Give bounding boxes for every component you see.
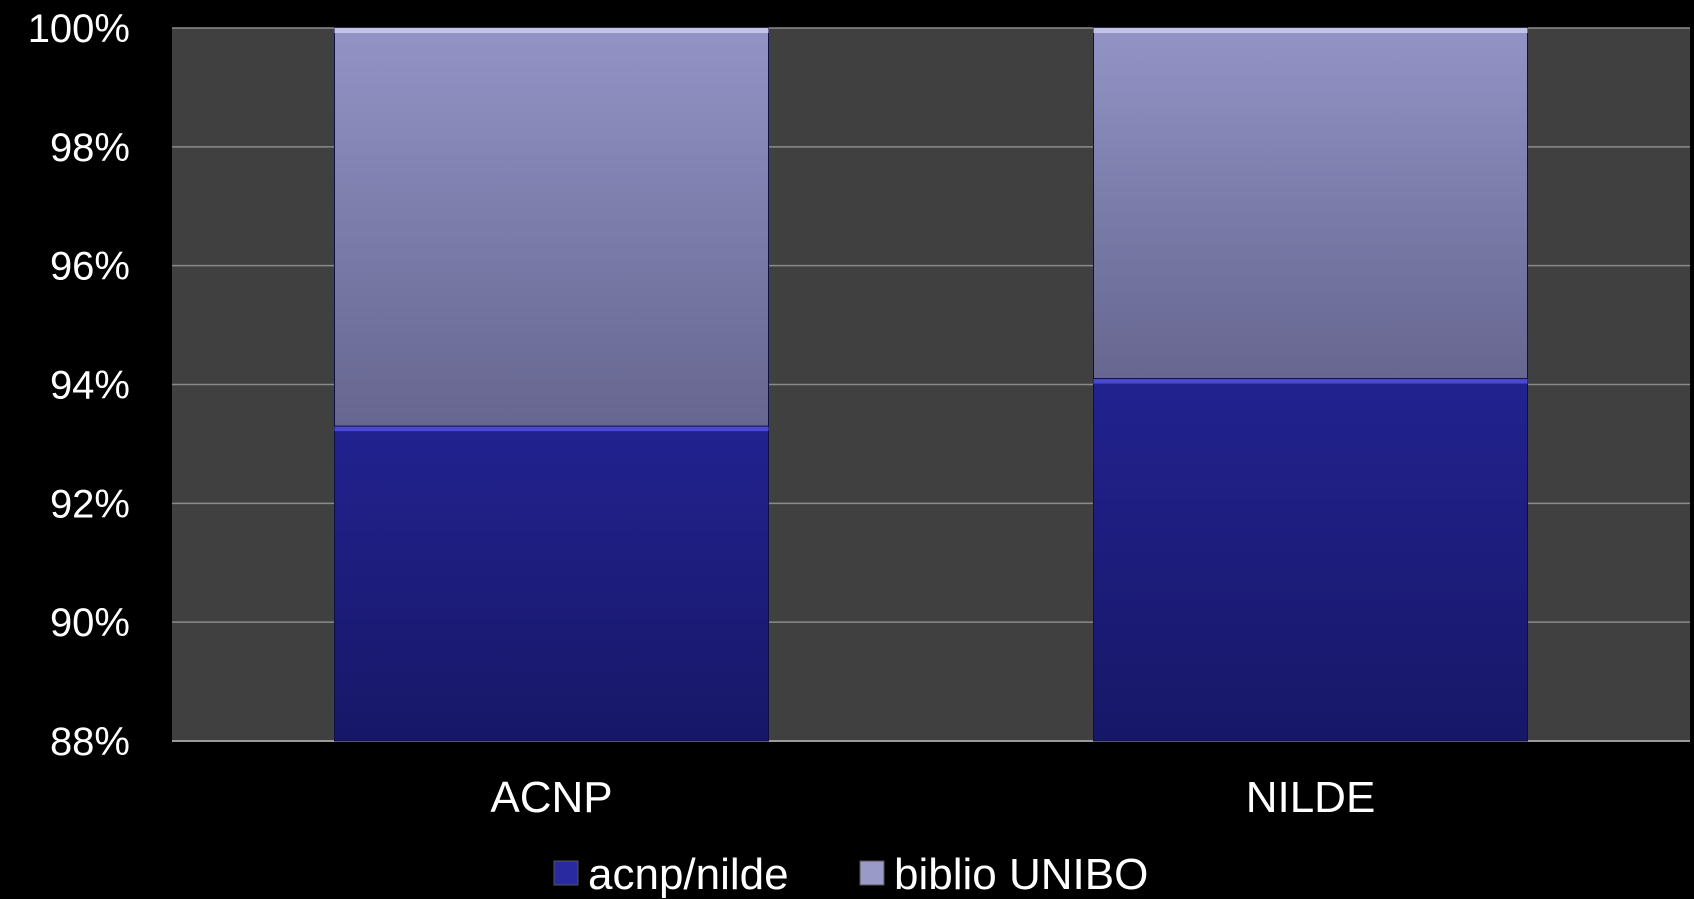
y-tick-label: 98% xyxy=(50,126,130,170)
bar-highlight xyxy=(1093,28,1528,33)
legend-swatch xyxy=(859,860,885,886)
y-tick-label: 88% xyxy=(50,720,130,764)
legend-swatch xyxy=(553,860,579,886)
y-tick-label: 96% xyxy=(50,245,130,289)
legend-label: acnp/nilde xyxy=(588,850,789,899)
y-tick-label: 92% xyxy=(50,482,130,526)
bar-biblio-unibo-acnp xyxy=(334,27,769,427)
x-tick-label: ACNP xyxy=(490,773,612,822)
y-tick-label: 90% xyxy=(50,601,130,645)
bar-acnp-nilde-nilde xyxy=(1093,378,1528,742)
legend: acnp/nilde biblio UNIBO xyxy=(553,850,1148,899)
y-tick-label: 94% xyxy=(50,364,130,408)
bar-acnp-nilde-acnp xyxy=(334,425,769,742)
y-tick-label: 100% xyxy=(28,7,130,51)
bar-highlight xyxy=(1093,378,1528,384)
bar-highlight xyxy=(334,426,769,432)
bar-highlight xyxy=(334,28,769,33)
bar-biblio-unibo-nilde xyxy=(1093,27,1528,380)
legend-label: biblio UNIBO xyxy=(894,850,1148,899)
x-tick-label: NILDE xyxy=(1246,773,1376,822)
